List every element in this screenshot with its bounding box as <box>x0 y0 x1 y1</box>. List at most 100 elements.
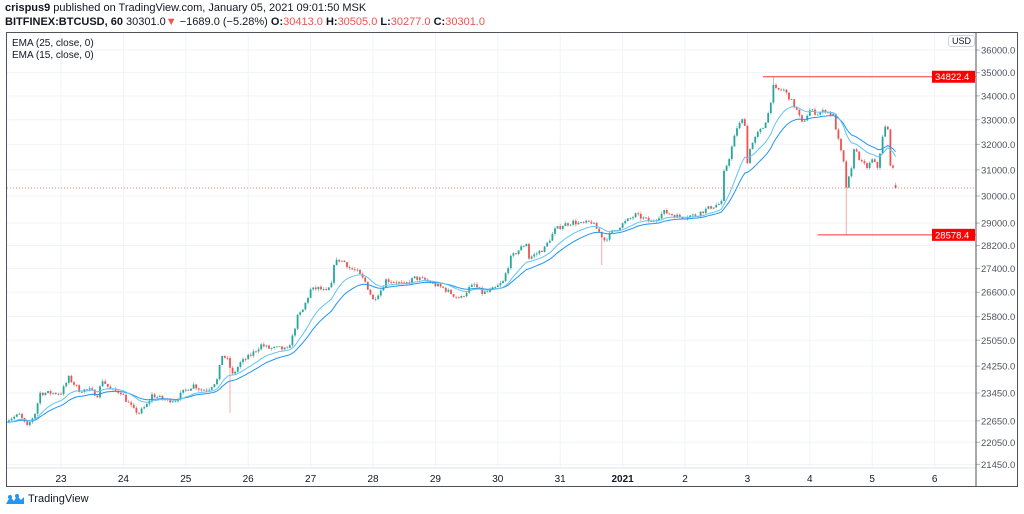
symbol-info: BITFINEX:BTCUSD, 60 30301.0▼ −1689.0 (−5… <box>5 16 485 28</box>
candle-body <box>704 208 707 213</box>
candle-body <box>756 131 759 137</box>
candle-body <box>317 286 320 290</box>
legend-ema-15[interactable]: EMA (15, close, 0) <box>12 50 94 61</box>
candle-body <box>296 314 299 329</box>
candle-body <box>294 328 296 336</box>
tradingview-footer[interactable]: TradingView <box>5 493 89 505</box>
currency-badge[interactable]: USD <box>948 35 976 47</box>
candle-body <box>499 283 502 286</box>
candle-body <box>465 292 468 297</box>
candle-body <box>515 253 517 255</box>
candle-body <box>197 388 200 390</box>
x-tick-label: 2 <box>682 474 688 485</box>
candle-body <box>801 115 803 122</box>
candle-body <box>528 243 530 259</box>
candle-body <box>741 119 744 123</box>
candle-body <box>541 250 543 252</box>
candle-body <box>647 217 650 222</box>
candle-body <box>884 126 887 137</box>
candle-body <box>855 149 858 152</box>
candle-body <box>502 281 504 284</box>
candle-body <box>816 114 819 116</box>
x-tick-label: 25 <box>180 474 192 485</box>
candle-body <box>385 279 387 288</box>
open-label: O: <box>270 16 284 28</box>
candle-body <box>621 223 624 228</box>
candle-body <box>413 276 416 279</box>
candle-body <box>496 285 499 288</box>
candle-body <box>606 239 608 241</box>
candle-body <box>564 223 567 227</box>
candle-body <box>247 354 250 360</box>
candle-body <box>470 284 473 287</box>
candle-body <box>34 413 36 419</box>
candle-body <box>395 282 398 284</box>
candle-body <box>226 357 229 359</box>
candle-body <box>749 149 751 164</box>
candle-body <box>78 385 81 393</box>
candle-body <box>275 346 278 348</box>
candle-body <box>54 392 57 395</box>
candle-body <box>18 413 21 415</box>
candle-body <box>582 222 585 223</box>
candle-body <box>585 220 588 223</box>
candle-body <box>218 365 221 380</box>
candle-body <box>645 217 647 219</box>
candle-body <box>551 233 554 241</box>
candle-body <box>533 254 536 257</box>
candle-body <box>286 347 289 349</box>
candle-body <box>613 230 616 231</box>
candle-body <box>208 389 211 391</box>
candle-body <box>772 84 775 103</box>
candle-body <box>304 302 307 310</box>
candle-body <box>109 386 112 390</box>
candle-body <box>658 218 660 221</box>
candle-body <box>600 231 603 238</box>
candle-body <box>327 287 330 291</box>
candle-body <box>476 284 478 288</box>
candle-body <box>369 289 372 295</box>
candle-body <box>639 213 642 219</box>
y-tick-label: 23450.0 <box>981 389 1015 400</box>
y-tick-label: 25050.0 <box>981 336 1015 347</box>
candle-body <box>268 345 270 349</box>
candle-body <box>213 384 216 388</box>
candle-body <box>281 346 283 350</box>
candle-body <box>106 383 109 387</box>
candle-body <box>338 259 341 262</box>
candle-body <box>171 401 174 403</box>
candle-body <box>798 109 801 116</box>
candle-body <box>262 344 265 347</box>
legend-ema-25[interactable]: EMA (25, close, 0) <box>12 38 94 49</box>
author-name[interactable]: crispus9 <box>5 2 51 14</box>
y-tick-label: 28200.0 <box>981 241 1015 252</box>
x-tick-label: 24 <box>118 474 130 485</box>
candle-body <box>26 421 29 425</box>
candle-body <box>468 286 471 293</box>
candle-body <box>520 246 523 251</box>
candle-body <box>239 362 242 367</box>
candle-body <box>733 135 736 147</box>
candle-body <box>437 283 439 287</box>
candle-body <box>624 220 627 224</box>
candle-body <box>650 221 653 222</box>
price-marker-badge <box>932 70 975 83</box>
chart-frame <box>6 32 1018 487</box>
candle-body <box>788 92 790 100</box>
low-label: L: <box>380 16 391 28</box>
candle-body <box>10 418 13 421</box>
candle-body <box>330 282 333 288</box>
candle-body <box>15 414 18 417</box>
candle-body <box>322 288 325 290</box>
candle-body <box>559 226 562 229</box>
x-tick-label: 27 <box>305 474 317 485</box>
candle-body <box>273 346 276 348</box>
candle-body <box>41 392 44 396</box>
candle-body <box>265 345 268 347</box>
candle-body <box>229 357 231 368</box>
candle-body <box>353 269 356 271</box>
price-marker-badge <box>932 228 975 241</box>
candle-body <box>320 286 322 290</box>
candle-body <box>569 224 572 226</box>
